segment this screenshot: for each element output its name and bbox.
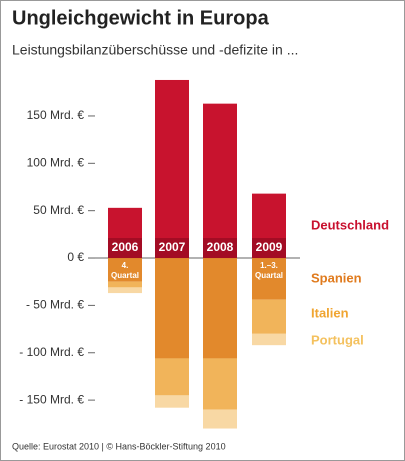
bar-segment bbox=[203, 409, 237, 429]
y-tick-label: - 50 Mrd. € bbox=[26, 298, 84, 312]
category-note: 4. bbox=[122, 261, 129, 270]
bar-segment bbox=[155, 258, 189, 359]
bar-segment bbox=[155, 79, 189, 259]
bar-segment bbox=[252, 299, 286, 334]
source: Quelle: Eurostat 2010 | © Hans-Böckler-S… bbox=[12, 441, 226, 451]
bar-segment bbox=[155, 358, 189, 396]
bar-segment bbox=[252, 333, 286, 346]
year-box bbox=[108, 238, 142, 259]
bar-segment bbox=[252, 258, 286, 300]
y-tick-label: 150 Mrd. € bbox=[27, 108, 85, 122]
x-tick-label: 2008 bbox=[207, 240, 234, 254]
bar-segment bbox=[155, 395, 189, 408]
x-tick-label: 2009 bbox=[256, 240, 283, 254]
legend-label: Spanien bbox=[311, 270, 362, 285]
legend-label: Deutschland bbox=[311, 217, 389, 232]
legend-label: Italien bbox=[311, 305, 349, 320]
y-tick-label: - 100 Mrd. € bbox=[19, 345, 84, 359]
chart-title: Ungleichgewicht in Europa bbox=[12, 7, 270, 29]
x-tick-label: 2006 bbox=[112, 240, 139, 254]
bar-segment bbox=[108, 287, 142, 294]
bar-segment bbox=[203, 358, 237, 410]
y-tick-label: 100 Mrd. € bbox=[27, 155, 85, 169]
bar-segment bbox=[203, 103, 237, 259]
y-tick-label: 0 € bbox=[67, 250, 84, 264]
y-tick-label: 50 Mrd. € bbox=[33, 203, 84, 217]
x-tick-label: 2007 bbox=[159, 240, 186, 254]
chart-subtitle: Leistungsbilanzüberschüsse und -defizite… bbox=[12, 42, 298, 58]
category-note: 1.–3. bbox=[260, 261, 278, 270]
year-box bbox=[203, 238, 237, 259]
category-note: Quartal bbox=[255, 271, 283, 280]
legend-label: Portugal bbox=[311, 332, 364, 347]
y-tick-label: - 150 Mrd. € bbox=[19, 392, 84, 406]
category-note: Quartal bbox=[111, 271, 139, 280]
year-box bbox=[252, 238, 286, 259]
bar-segment bbox=[108, 281, 142, 288]
bar-segment bbox=[108, 258, 142, 282]
year-box bbox=[155, 238, 189, 259]
bar-segment bbox=[203, 258, 237, 359]
